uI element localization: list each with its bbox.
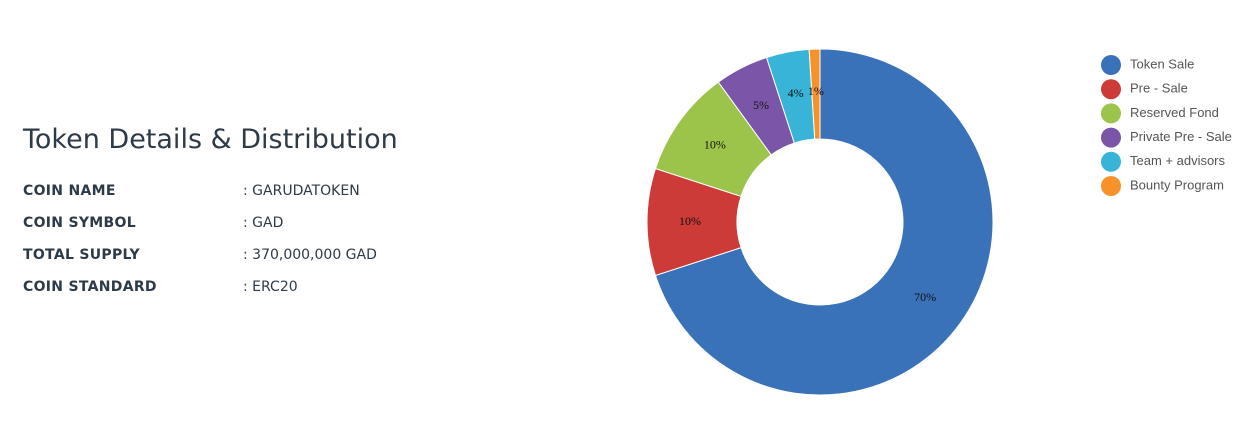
detail-label: TOTAL SUPPLY — [23, 247, 140, 263]
detail-value: : ERC20 — [243, 279, 298, 295]
donut-slice — [654, 48, 994, 396]
legend-label: Reserved Fond — [1130, 105, 1219, 120]
detail-label: COIN SYMBOL — [23, 215, 136, 231]
donut-slice — [808, 48, 821, 140]
detail-value: : GAD — [243, 215, 284, 231]
legend-label: Team + advisors — [1130, 153, 1226, 168]
legend-swatch — [1101, 103, 1121, 124]
slice-label: 5% — [753, 98, 769, 112]
slice-label: 10% — [704, 137, 726, 151]
legend-swatch — [1101, 151, 1121, 172]
section-title: Token Details & Distribution — [23, 124, 398, 155]
slice-label: 10% — [679, 214, 701, 228]
legend-swatch — [1101, 127, 1121, 148]
legend-label: Bounty Program — [1130, 177, 1224, 192]
detail-label: COIN STANDARD — [23, 279, 157, 295]
slice-label: 1% — [808, 84, 824, 98]
slice-label: 4% — [788, 86, 804, 100]
legend-label: Private Pre - Sale — [1130, 129, 1232, 144]
detail-value: : 370,000,000 GAD — [243, 247, 377, 263]
detail-label: COIN NAME — [23, 183, 116, 199]
legend-swatch — [1101, 176, 1121, 196]
legend-label: Pre - Sale — [1130, 81, 1188, 96]
detail-value: : GARUDATOKEN — [243, 183, 360, 199]
slice-label: 70% — [914, 290, 936, 304]
legend-label: Token Sale — [1130, 56, 1194, 71]
legend-swatch — [1101, 55, 1121, 75]
legend-swatch — [1101, 79, 1121, 100]
